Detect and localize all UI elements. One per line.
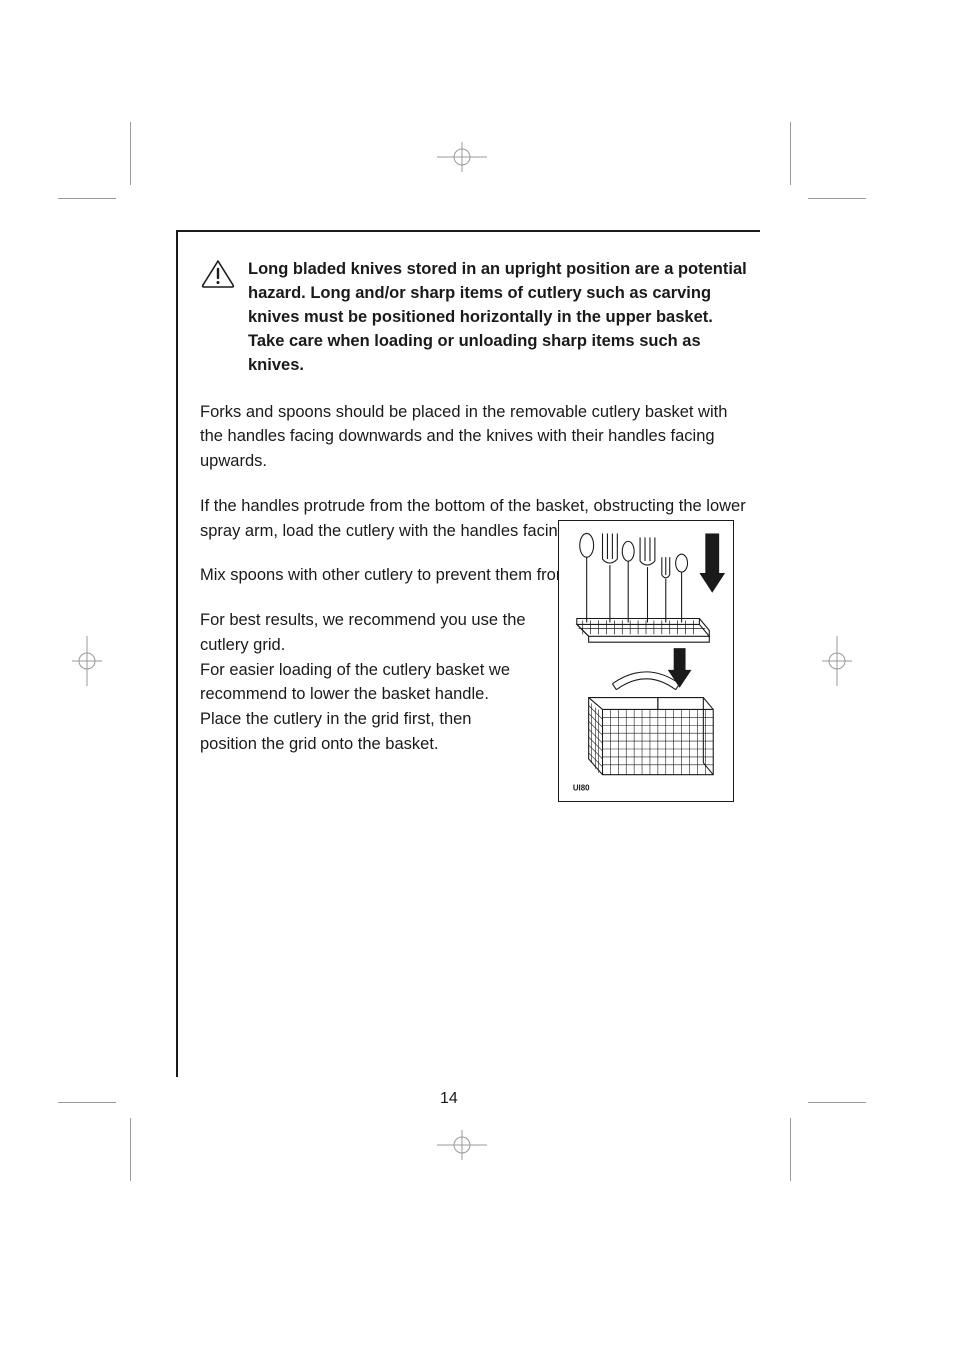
grid-intro: For best results, we recommend you use t… [200, 611, 526, 654]
page-number: 14 [440, 1090, 458, 1108]
cutlery-basket [589, 672, 714, 775]
register-mark-top [437, 142, 487, 172]
warning-icon [200, 258, 236, 295]
warning-text: Long bladed knives stored in an upright … [248, 258, 748, 378]
arrow-down-mid [668, 648, 692, 688]
register-mark-right [822, 636, 852, 686]
grid-tray [577, 618, 709, 642]
cutlery-diagram-svg: UI80 [559, 521, 733, 801]
warning-block: Long bladed knives stored in an upright … [200, 258, 748, 378]
register-mark-left [72, 636, 102, 686]
figure-caption: UI80 [573, 784, 590, 793]
grid-body: For easier loading of the cutlery basket… [200, 661, 510, 753]
arrow-down-top [699, 533, 725, 592]
register-mark-bottom [437, 1130, 487, 1160]
paragraph-1: Forks and spoons should be placed in the… [200, 400, 748, 474]
cutlery-grid-figure: UI80 [558, 520, 734, 802]
utensils [580, 533, 688, 622]
